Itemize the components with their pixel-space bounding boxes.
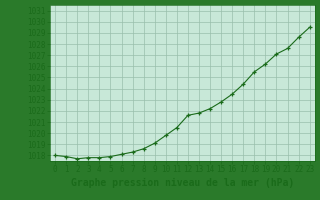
X-axis label: Graphe pression niveau de la mer (hPa): Graphe pression niveau de la mer (hPa) [71,178,294,188]
